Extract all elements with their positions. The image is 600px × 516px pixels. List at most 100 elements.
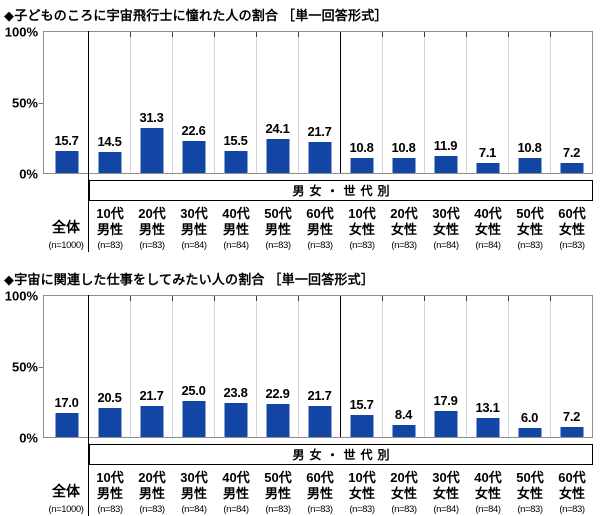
category-label-10代男性: 10代 男性	[96, 206, 124, 237]
category-label-row: 全体 10代 男性 20代 男性 30代 男性 40代 男性 50代 男性 60代 男性 10代 女性 20代…	[43, 204, 593, 237]
bar-column-30代女性: 11.9	[424, 32, 466, 173]
sample-size-label: (n=84)	[475, 240, 501, 251]
category-label-40代女性: 40代 女性	[474, 206, 502, 237]
sample-size-label: (n=1000)	[48, 504, 84, 515]
chart-title: ◆宇宙に関連した仕事をしてみたい人の割合 ［単一回答形式］	[4, 272, 375, 287]
bar-value-label: 7.2	[562, 144, 581, 160]
sample-size-label: (n=83)	[265, 240, 291, 251]
sample-size-label: (n=83)	[559, 504, 585, 515]
overall-separator-line	[88, 295, 89, 516]
bar-column-10代男性: 20.5	[89, 296, 130, 437]
plot-area: 17.0 20.5 21.7 25.0 23.8 22.9 21.7 15.7 8.4 17.9 1…	[43, 295, 593, 438]
sample-size-label: (n=84)	[433, 504, 459, 515]
bar-40代女性	[476, 418, 499, 437]
category-label-30代男性: 30代 男性	[180, 206, 208, 237]
sample-size-label: (n=1000)	[48, 240, 84, 251]
category-label-30代男性: 30代 男性	[180, 470, 208, 501]
category-label-20代女性: 20代 女性	[390, 206, 418, 237]
bar-column-20代男性: 21.7	[130, 296, 172, 437]
bar-column-30代男性: 25.0	[172, 296, 214, 437]
category-label-60代女性: 60代 女性	[558, 206, 586, 237]
y-tick-label-100: 100%	[4, 24, 38, 40]
bar-value-label: 10.8	[391, 139, 416, 155]
sample-size-label: (n=84)	[223, 504, 249, 515]
category-label-60代女性: 60代 女性	[558, 470, 586, 501]
category-label-20代女性: 20代 女性	[390, 470, 418, 501]
bar-value-label: 11.9	[433, 137, 458, 153]
sample-size-label: (n=83)	[307, 240, 333, 251]
bar-column-40代男性: 15.5	[214, 32, 256, 173]
bar-20代女性	[392, 425, 415, 437]
bar-value-label: 22.9	[265, 386, 290, 402]
y-tick-label-50: 50%	[11, 359, 38, 374]
bar-value-label: 21.7	[139, 387, 164, 403]
bar-column-10代男性: 14.5	[89, 32, 130, 173]
bar-10代男性	[98, 152, 121, 173]
category-label-30代女性: 30代 女性	[432, 206, 460, 237]
category-label-row: 全体 10代 男性 20代 男性 30代 男性 40代 男性 50代 男性 60代 男性 10代 女性 20代…	[43, 468, 593, 501]
category-label-全体: 全体	[52, 483, 80, 500]
chart-title: ◆子どものころに宇宙飛行士に憧れた人の割合 ［単一回答形式］	[4, 8, 388, 23]
bar-column-60代女性: 7.2	[550, 32, 592, 173]
bar-column-20代女性: 8.4	[382, 296, 424, 437]
bar-10代女性	[350, 157, 373, 173]
sample-size-label: (n=84)	[181, 240, 207, 251]
bar-value-label: 17.0	[54, 394, 79, 410]
category-label-全体: 全体	[52, 219, 80, 236]
bar-column-20代女性: 10.8	[382, 32, 424, 173]
category-label-30代女性: 30代 女性	[432, 470, 460, 501]
overall-separator-line	[88, 31, 89, 252]
sample-size-label: (n=84)	[223, 240, 249, 251]
category-label-40代女性: 40代 女性	[474, 470, 502, 501]
bar-20代男性	[140, 128, 163, 173]
bar-column-30代女性: 17.9	[424, 296, 466, 437]
bar-value-label: 10.8	[349, 139, 374, 155]
sample-size-label: (n=83)	[391, 240, 417, 251]
bar-column-10代女性: 10.8	[340, 32, 382, 173]
sample-size-row: (n=1000) (n=83) (n=83) (n=84) (n=84) (n=83) (n…	[43, 240, 593, 252]
category-label-10代女性: 10代 女性	[348, 470, 376, 501]
category-label-50代男性: 50代 男性	[264, 206, 292, 237]
bar-40代男性	[224, 150, 247, 173]
bar-column-10代女性: 15.7	[340, 296, 382, 437]
y-axis: 100% 50% 0%	[0, 25, 43, 182]
group-band-box: 男女・世代別	[89, 444, 593, 465]
bar-value-label: 6.0	[520, 410, 539, 426]
sample-size-label: (n=84)	[181, 504, 207, 515]
sample-size-label: (n=83)	[97, 240, 123, 251]
bar-value-label: 7.2	[562, 408, 581, 424]
bar-value-label: 10.8	[517, 139, 542, 155]
group-band-box: 男女・世代別	[89, 180, 593, 201]
sample-size-label: (n=83)	[517, 504, 543, 515]
bar-value-label: 17.9	[433, 393, 458, 409]
bar-全体	[55, 412, 78, 437]
sample-size-label: (n=83)	[391, 504, 417, 515]
bar-column-30代男性: 22.6	[172, 32, 214, 173]
bar-value-label: 20.5	[97, 389, 122, 405]
bar-30代女性	[434, 155, 457, 173]
category-label-20代男性: 20代 男性	[138, 470, 166, 501]
y-axis: 100% 50% 0%	[0, 289, 43, 446]
bar-column-50代女性: 6.0	[508, 296, 550, 437]
sample-size-label: (n=83)	[265, 504, 291, 515]
category-label-60代男性: 60代 男性	[306, 206, 334, 237]
bar-column-40代女性: 13.1	[466, 296, 508, 437]
chart-section-astronaut-admiration: ◆子どものころに宇宙飛行士に憧れた人の割合 ［単一回答形式］ 100% 50% …	[0, 0, 600, 252]
bar-全体	[55, 150, 78, 173]
sample-size-label: (n=83)	[307, 504, 333, 515]
sample-size-label: (n=83)	[349, 240, 375, 251]
bar-column-50代女性: 10.8	[508, 32, 550, 173]
bar-column-60代男性: 21.7	[298, 32, 340, 173]
bar-column-50代男性: 22.9	[256, 296, 298, 437]
bar-value-label: 15.7	[54, 132, 79, 148]
bar-value-label: 24.1	[265, 120, 290, 136]
sample-size-label: (n=84)	[475, 504, 501, 515]
bar-30代男性	[182, 401, 205, 437]
bar-column-40代男性: 23.8	[214, 296, 256, 437]
bar-10代女性	[350, 414, 373, 437]
chart-section-space-job-interest: ◆宇宙に関連した仕事をしてみたい人の割合 ［単一回答形式］ 100% 50% 0…	[0, 264, 600, 516]
bar-10代男性	[98, 407, 121, 437]
category-label-10代男性: 10代 男性	[96, 470, 124, 501]
bar-column-40代女性: 7.1	[466, 32, 508, 173]
